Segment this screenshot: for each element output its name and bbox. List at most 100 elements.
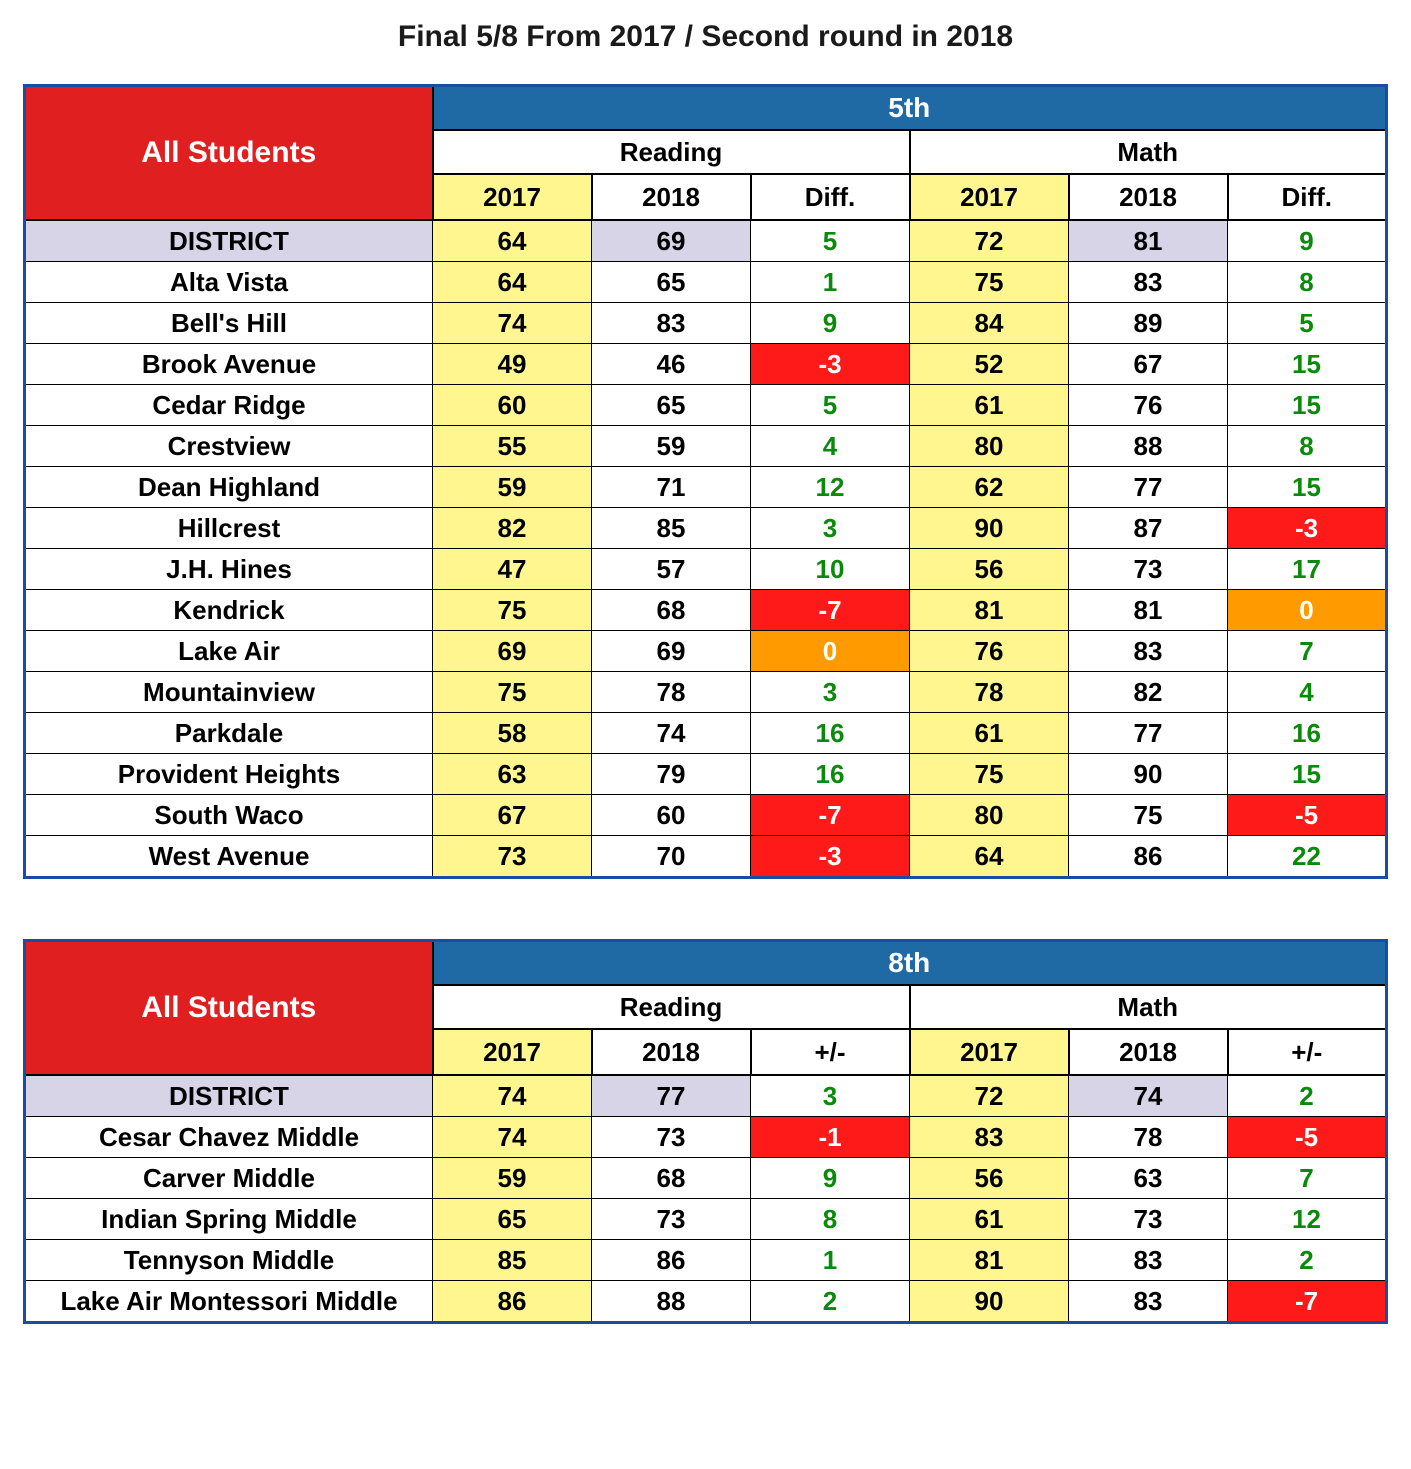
header-left: All Students <box>25 86 433 221</box>
cell-r2018: 70 <box>592 836 751 878</box>
row-label: Tennyson Middle <box>25 1240 433 1281</box>
cell-mdiff: 15 <box>1228 754 1387 795</box>
cell-m2018: 89 <box>1069 303 1228 344</box>
cell-rdiff: 5 <box>751 220 910 262</box>
cell-m2018: 76 <box>1069 385 1228 426</box>
subject-reading: Reading <box>433 130 910 174</box>
cell-r2017: 85 <box>433 1240 592 1281</box>
table-row: Tennyson Middle8586181832 <box>25 1240 1387 1281</box>
cell-mdiff: 16 <box>1228 713 1387 754</box>
row-label: Carver Middle <box>25 1158 433 1199</box>
cell-r2018: 73 <box>592 1117 751 1158</box>
row-label: Lake Air <box>25 631 433 672</box>
cell-r2018: 69 <box>592 631 751 672</box>
row-label: Kendrick <box>25 590 433 631</box>
header-left: All Students <box>25 941 433 1076</box>
cell-mdiff: -5 <box>1228 1117 1387 1158</box>
cell-rdiff: 3 <box>751 672 910 713</box>
cell-r2017: 60 <box>433 385 592 426</box>
cell-m2017: 52 <box>910 344 1069 385</box>
cell-m2017: 61 <box>910 385 1069 426</box>
subject-reading: Reading <box>433 985 910 1029</box>
cell-r2018: 85 <box>592 508 751 549</box>
cell-mdiff: 8 <box>1228 262 1387 303</box>
cell-rdiff: 4 <box>751 426 910 467</box>
cell-rdiff: 16 <box>751 754 910 795</box>
table-5th: All Students5thReadingMath20172018Diff.2… <box>23 84 1388 879</box>
cell-rdiff: -3 <box>751 836 910 878</box>
cell-rdiff: 1 <box>751 1240 910 1281</box>
cell-mdiff: 2 <box>1228 1240 1387 1281</box>
row-label: J.H. Hines <box>25 549 433 590</box>
row-label: Dean Highland <box>25 467 433 508</box>
cell-rdiff: 2 <box>751 1281 910 1323</box>
cell-r2017: 55 <box>433 426 592 467</box>
table-row: Indian Spring Middle65738617312 <box>25 1199 1387 1240</box>
cell-r2018: 57 <box>592 549 751 590</box>
cell-r2018: 65 <box>592 385 751 426</box>
col-header: +/- <box>1228 1029 1387 1075</box>
row-label: Mountainview <box>25 672 433 713</box>
col-header: 2017 <box>910 174 1069 220</box>
cell-rdiff: 10 <box>751 549 910 590</box>
cell-m2017: 80 <box>910 795 1069 836</box>
cell-m2017: 64 <box>910 836 1069 878</box>
cell-m2018: 86 <box>1069 836 1228 878</box>
cell-r2018: 59 <box>592 426 751 467</box>
row-label: Provident Heights <box>25 754 433 795</box>
cell-r2017: 74 <box>433 1117 592 1158</box>
cell-mdiff: 17 <box>1228 549 1387 590</box>
cell-mdiff: 7 <box>1228 631 1387 672</box>
cell-rdiff: 3 <box>751 1075 910 1117</box>
row-label: Cesar Chavez Middle <box>25 1117 433 1158</box>
cell-r2018: 73 <box>592 1199 751 1240</box>
cell-m2017: 81 <box>910 1240 1069 1281</box>
row-label: Bell's Hill <box>25 303 433 344</box>
cell-mdiff: 15 <box>1228 344 1387 385</box>
cell-mdiff: 15 <box>1228 385 1387 426</box>
cell-m2018: 83 <box>1069 1240 1228 1281</box>
cell-m2017: 80 <box>910 426 1069 467</box>
subject-math: Math <box>910 130 1387 174</box>
cell-rdiff: 16 <box>751 713 910 754</box>
table-row: Lake Air Montessori Middle868829083-7 <box>25 1281 1387 1323</box>
cell-r2018: 77 <box>592 1075 751 1117</box>
table-row: Crestview5559480888 <box>25 426 1387 467</box>
cell-mdiff: 12 <box>1228 1199 1387 1240</box>
table-row: Mountainview7578378824 <box>25 672 1387 713</box>
cell-m2017: 81 <box>910 590 1069 631</box>
grade-header: 5th <box>433 86 1387 131</box>
cell-m2017: 84 <box>910 303 1069 344</box>
cell-rdiff: -1 <box>751 1117 910 1158</box>
cell-m2017: 76 <box>910 631 1069 672</box>
cell-m2018: 77 <box>1069 467 1228 508</box>
subject-math: Math <box>910 985 1387 1029</box>
col-header: 2017 <box>433 174 592 220</box>
cell-rdiff: 3 <box>751 508 910 549</box>
col-header: 2018 <box>592 1029 751 1075</box>
table-row: Dean Highland597112627715 <box>25 467 1387 508</box>
cell-rdiff: -7 <box>751 795 910 836</box>
cell-rdiff: -7 <box>751 590 910 631</box>
cell-r2018: 74 <box>592 713 751 754</box>
col-header: 2017 <box>910 1029 1069 1075</box>
cell-m2017: 75 <box>910 754 1069 795</box>
cell-rdiff: 12 <box>751 467 910 508</box>
cell-rdiff: 9 <box>751 1158 910 1199</box>
cell-m2017: 75 <box>910 262 1069 303</box>
cell-r2017: 64 <box>433 262 592 303</box>
table-row: Bell's Hill7483984895 <box>25 303 1387 344</box>
cell-r2017: 65 <box>433 1199 592 1240</box>
cell-mdiff: 4 <box>1228 672 1387 713</box>
col-header: 2017 <box>433 1029 592 1075</box>
cell-m2017: 62 <box>910 467 1069 508</box>
cell-r2017: 74 <box>433 303 592 344</box>
table-row: Parkdale587416617716 <box>25 713 1387 754</box>
cell-r2017: 49 <box>433 344 592 385</box>
cell-rdiff: 5 <box>751 385 910 426</box>
cell-r2017: 59 <box>433 467 592 508</box>
cell-m2018: 90 <box>1069 754 1228 795</box>
cell-m2017: 72 <box>910 220 1069 262</box>
table-row: West Avenue7370-3648622 <box>25 836 1387 878</box>
page-title: Final 5/8 From 2017 / Second round in 20… <box>20 20 1391 54</box>
